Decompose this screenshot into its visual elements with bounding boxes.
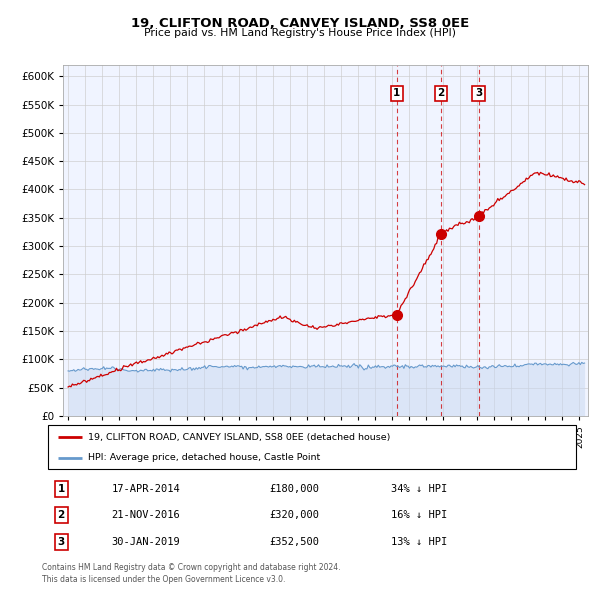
Text: £180,000: £180,000 — [270, 484, 320, 494]
Text: 30-JAN-2019: 30-JAN-2019 — [112, 537, 180, 547]
Text: 1: 1 — [58, 484, 65, 494]
Text: £320,000: £320,000 — [270, 510, 320, 520]
Text: 16% ↓ HPI: 16% ↓ HPI — [391, 510, 448, 520]
Text: 21-NOV-2016: 21-NOV-2016 — [112, 510, 180, 520]
Text: 19, CLIFTON ROAD, CANVEY ISLAND, SS8 0EE (detached house): 19, CLIFTON ROAD, CANVEY ISLAND, SS8 0EE… — [88, 432, 390, 442]
Text: 34% ↓ HPI: 34% ↓ HPI — [391, 484, 448, 494]
Text: Contains HM Land Registry data © Crown copyright and database right 2024.
This d: Contains HM Land Registry data © Crown c… — [42, 563, 341, 584]
Text: 2: 2 — [58, 510, 65, 520]
Text: 1: 1 — [393, 88, 401, 98]
Text: 2: 2 — [437, 88, 445, 98]
Text: Price paid vs. HM Land Registry's House Price Index (HPI): Price paid vs. HM Land Registry's House … — [144, 28, 456, 38]
Text: 17-APR-2014: 17-APR-2014 — [112, 484, 180, 494]
Text: HPI: Average price, detached house, Castle Point: HPI: Average price, detached house, Cast… — [88, 453, 320, 462]
Text: 19, CLIFTON ROAD, CANVEY ISLAND, SS8 0EE: 19, CLIFTON ROAD, CANVEY ISLAND, SS8 0EE — [131, 17, 469, 30]
Text: 3: 3 — [58, 537, 65, 547]
Text: 3: 3 — [475, 88, 482, 98]
Text: £352,500: £352,500 — [270, 537, 320, 547]
Text: 13% ↓ HPI: 13% ↓ HPI — [391, 537, 448, 547]
